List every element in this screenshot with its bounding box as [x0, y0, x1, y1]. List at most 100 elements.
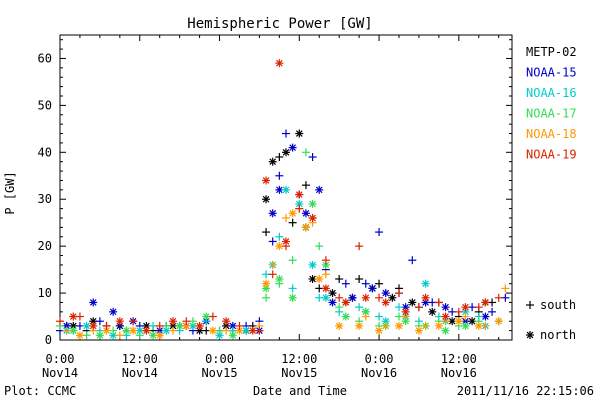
noaa-19-north-point: [295, 190, 304, 199]
noaa-15-north-point: [441, 303, 450, 312]
noaa-18-north-point: [288, 209, 297, 218]
noaa-17-north-point: [308, 199, 317, 208]
noaa-17-south-point: [288, 256, 297, 265]
noaa-19-north-point: [169, 317, 177, 326]
x-tick-label-date: Nov16: [361, 366, 397, 380]
noaa-17-south-point: [315, 242, 324, 251]
noaa-18-north-point: [335, 321, 344, 330]
noaa-15-south-point: [408, 256, 417, 265]
noaa-18-north-point: [315, 275, 324, 283]
noaa-18-north-point: [355, 321, 364, 330]
noaa-18-north-point: [434, 321, 443, 330]
y-tick-label: 60: [38, 51, 52, 65]
x-tick-label-date: Nov14: [122, 366, 158, 380]
noaa-19-north-point: [361, 293, 370, 302]
noaa-17-north-point: [95, 331, 104, 340]
marker-legend-label: south: [540, 298, 576, 312]
noaa-17-north-point: [341, 312, 350, 321]
noaa-19-north-point: [421, 293, 430, 302]
noaa-19-north-point: [481, 298, 490, 307]
x-tick-label-time: 12:00: [122, 352, 158, 366]
noaa-15-north-point: [368, 284, 377, 293]
noaa-17-north-point: [228, 331, 237, 340]
metp-02-north-point: [262, 195, 271, 204]
noaa-19-south-point: [494, 293, 503, 302]
noaa-15-north-point: [381, 289, 390, 298]
noaa-19-south-point: [129, 317, 138, 326]
noaa-18-south-point: [361, 312, 370, 321]
x-tick-label-time: 0:00: [365, 352, 394, 366]
noaa-19-south-point: [208, 312, 217, 321]
noaa-18-north-point: [395, 321, 403, 330]
noaa-18-south-point: [222, 326, 231, 335]
noaa-19-south-point: [182, 317, 191, 326]
noaa-16-south-point: [275, 232, 284, 241]
metp-02-north-point: [282, 148, 290, 157]
noaa-18-north-point: [414, 326, 423, 335]
noaa-19-south-point: [155, 321, 164, 330]
noaa-18-south-point: [115, 331, 124, 340]
metp-02-north-point: [388, 293, 397, 302]
noaa-15-south-point: [375, 228, 384, 237]
x-tick-label-time: 0:00: [46, 352, 75, 366]
noaa-15-north-point: [301, 209, 310, 218]
noaa-15-south-point: [488, 307, 497, 316]
noaa-19-north-point: [441, 312, 450, 321]
noaa-17-north-point: [275, 275, 284, 283]
noaa-17-north-point: [441, 326, 450, 335]
legend-item: NOAA-15: [526, 66, 577, 80]
noaa-15-north-point: [348, 293, 357, 302]
noaa-16-south-point: [375, 312, 384, 321]
y-tick-label: 30: [38, 192, 52, 206]
x-tick-label-date: Nov15: [201, 366, 237, 380]
metp-02-north-point: [328, 289, 337, 298]
x-tick-label-date: Nov14: [42, 366, 78, 380]
legend: METP-02 NOAA-15 NOAA-16 NOAA-17 NOAA-18 NOAA-…: [526, 45, 577, 342]
noaa-16-south-point: [355, 303, 364, 312]
metp-02-south-point: [288, 218, 297, 227]
x-tick-label-time: 12:00: [281, 352, 317, 366]
noaa-16-south-point: [288, 284, 297, 293]
noaa-15-south-point: [275, 171, 284, 180]
noaa-18-south-point: [501, 284, 510, 293]
north-marker-symbol: [526, 331, 534, 339]
noaa-19-south-point: [474, 303, 483, 312]
noaa-19-south-point: [375, 293, 384, 302]
noaa-18-north-point: [262, 279, 271, 288]
chart-title: Hemispheric Power [GW]: [187, 16, 372, 32]
noaa-19-north-point: [89, 321, 98, 330]
x-tick-label-date: Nov15: [281, 366, 317, 380]
noaa-15-south-point: [361, 279, 370, 288]
y-axis: 0 10 20 30 40 50 60: [38, 39, 512, 347]
noaa-19-south-point: [56, 317, 64, 326]
noaa-18-south-point: [62, 326, 71, 335]
y-tick-label: 20: [38, 239, 52, 253]
noaa-19-north-point: [222, 317, 231, 326]
noaa-19-north-point: [248, 326, 257, 335]
noaa-16-north-point: [321, 293, 330, 302]
noaa-19-north-point: [282, 237, 290, 246]
noaa-18-north-point: [129, 326, 138, 335]
metp-02-north-point: [428, 307, 437, 316]
plot-timestamp: 2011/11/16 22:15:06: [457, 384, 594, 398]
metp-02-north-point: [408, 298, 417, 307]
metp-02-north-point: [268, 157, 277, 166]
plot-border: [59, 34, 513, 341]
noaa-16-north-point: [282, 185, 290, 194]
noaa-19-north-point: [308, 214, 317, 222]
noaa-17-north-point: [69, 326, 78, 335]
noaa-18-north-point: [474, 321, 483, 330]
noaa-19-south-point: [235, 321, 244, 330]
noaa-17-south-point: [135, 331, 144, 340]
noaa-17-south-point: [335, 303, 344, 312]
noaa-16-south-point: [395, 303, 403, 312]
noaa-18-south-point: [268, 260, 277, 269]
noaa-19-north-point: [381, 298, 390, 307]
noaa-19-north-point: [115, 317, 124, 326]
y-tick-label: 10: [38, 286, 52, 300]
noaa-17-north-point: [288, 293, 297, 302]
noaa-19-south-point: [321, 256, 330, 265]
metp-02-south-point: [375, 279, 384, 288]
noaa-19-south-point: [414, 303, 423, 312]
